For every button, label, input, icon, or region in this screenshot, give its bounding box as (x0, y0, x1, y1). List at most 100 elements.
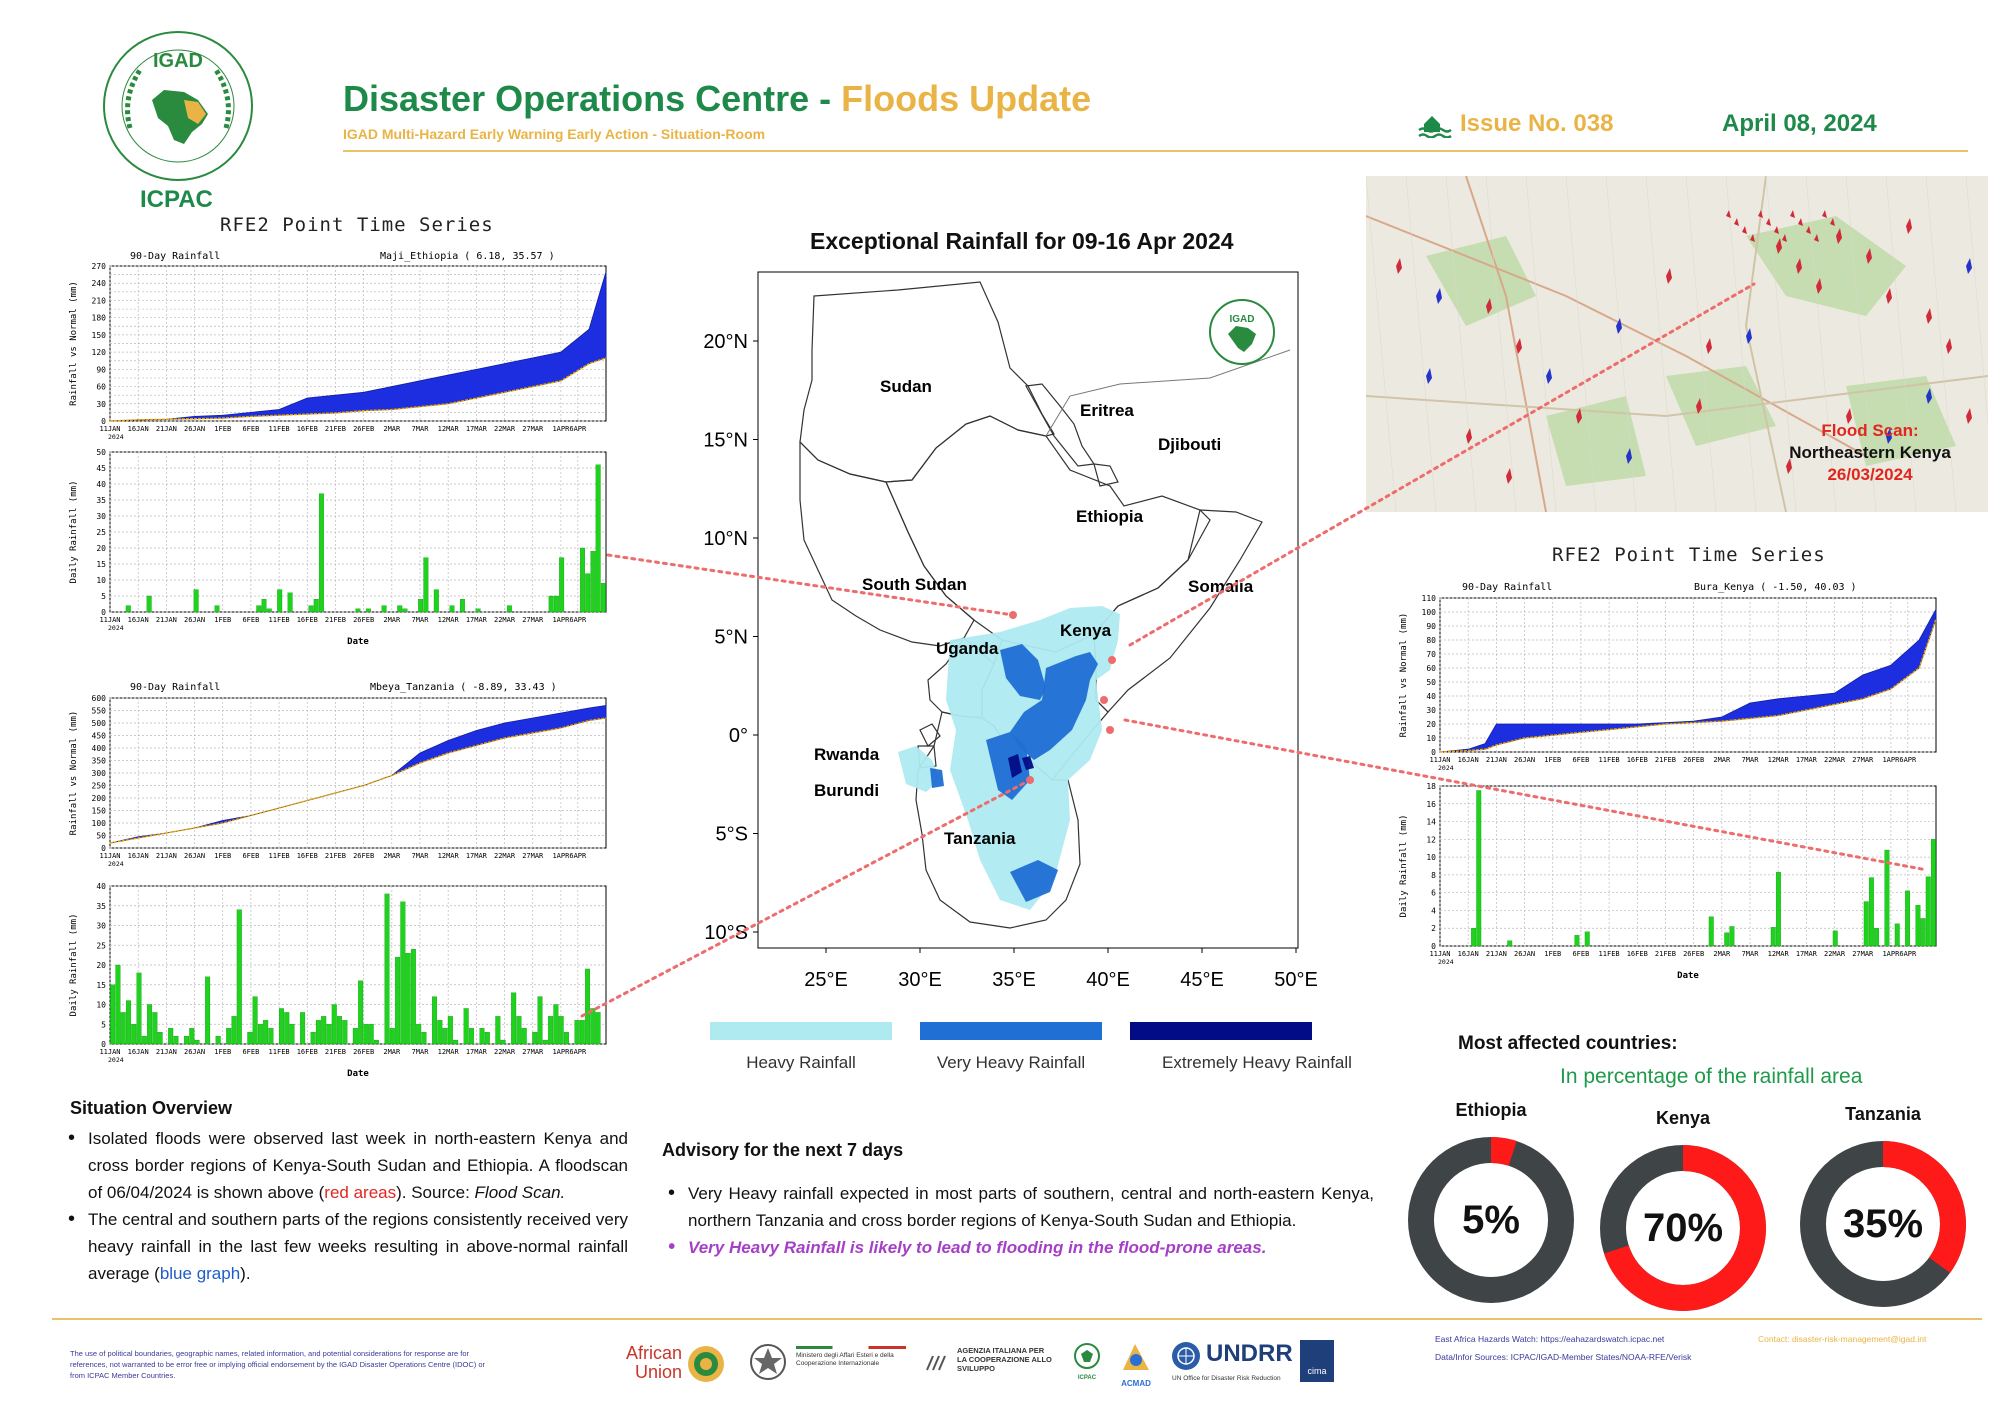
donut-fill (1408, 1137, 1574, 1303)
issue-date: April 08, 2024 (1722, 110, 1877, 137)
y-tick-label: 15 (96, 981, 106, 990)
x-tick-label: 1APR (552, 425, 570, 433)
bar (152, 1012, 158, 1045)
y-axis-label: Rainfall vs Normal (mm) (1399, 613, 1409, 738)
flood-scan-title: Flood Scan: (1821, 421, 1919, 440)
legend-label: Extremely Heavy Rainfall (1162, 1053, 1352, 1072)
x-tick-label: 17MAR (466, 616, 488, 624)
y-tick-label: 0 (101, 608, 106, 617)
x-tick-label: 6FEB (1572, 950, 1589, 958)
bar (146, 595, 152, 613)
lat-label: 5°S (716, 824, 748, 846)
bar (495, 1016, 501, 1045)
x-tick-label: 27MAR (1852, 950, 1874, 958)
bar (437, 1020, 443, 1045)
y-tick-label: 0 (101, 1040, 106, 1049)
y-tick-label: 350 (92, 757, 107, 766)
bar (410, 949, 416, 1045)
x-tick-label: 7MAR (412, 1048, 430, 1056)
right-charts: 90-Day Rainfall Bura_Kenya ( -1.50, 40.03… (1399, 582, 1937, 981)
bar (590, 551, 596, 613)
x-tick-label: 11FEB (1599, 950, 1620, 958)
left-panel-title: RFE2 Point Time Series (220, 214, 494, 236)
x-tick-label: 21FEB (1655, 950, 1676, 958)
scan-texture (1805, 176, 1837, 512)
bar (1471, 928, 1477, 947)
situation-item-1: Isolated floods were observed last week … (62, 1125, 628, 1206)
hazards-watch-link[interactable]: East Africa Hazards Watch: https://eahaz… (1435, 1334, 1665, 1344)
y-tick-label: 6 (1431, 889, 1436, 898)
bar (115, 964, 121, 1045)
x-tick-label: 22MAR (494, 852, 516, 860)
bar (553, 595, 559, 613)
flood-fleck (1786, 458, 1792, 474)
x-tick-label: 26JAN (184, 616, 205, 624)
bar (136, 972, 142, 1045)
issue-number: Issue No. 038 (1460, 110, 1614, 137)
donut-percent: 70% (1643, 1206, 1723, 1250)
scan-texture (1765, 176, 1797, 512)
y-tick-label: 50 (96, 832, 106, 841)
chart-location: Bura_Kenya ( -1.50, 40.03 ) (1694, 582, 1857, 593)
y-axis-label: Daily Rainfall (mm) (69, 481, 79, 584)
bar (252, 996, 258, 1045)
x-tick-label: 22MAR (494, 425, 516, 433)
bar (279, 1008, 284, 1045)
bar (289, 1024, 295, 1045)
bar (381, 605, 387, 613)
y-tick-label: 2 (1431, 924, 1436, 933)
situation-item-2: The central and southern parts of the re… (62, 1206, 628, 1287)
rainfall-map: 20°N 15°N 10°N 5°N 0° 5°S 10°S 25°E 30°E 35°E 40°E… (703, 271, 1352, 1072)
flood-fleck (1798, 218, 1803, 226)
x-tick-label: 11JAN (99, 616, 120, 624)
bar (141, 1035, 147, 1045)
x-tick-label: 17MAR (466, 425, 488, 433)
bar (125, 605, 131, 613)
lat-label: 15°N (703, 430, 748, 452)
bar (402, 608, 408, 613)
bar (516, 1016, 522, 1045)
bar (475, 608, 481, 613)
bar (1507, 940, 1513, 947)
flood-fleck (1750, 234, 1755, 242)
donut-country-label: Ethiopia (1455, 1100, 1527, 1120)
maji-cumulative-chart: 0 30 60 90 120 150 180 210 240 270 11JAN 16JAN 21JAN… (69, 262, 607, 441)
bar (173, 1035, 179, 1045)
x-tick-label: 6APR (1899, 756, 1917, 764)
y-tick-label: 20 (96, 544, 106, 553)
x-tick-label: 16JAN (128, 1048, 149, 1056)
y-axis-label: Rainfall vs Normal (mm) (69, 281, 79, 406)
x-tick-label: 21JAN (1486, 756, 1507, 764)
lon-label: 40°E (1086, 969, 1130, 991)
bar (500, 1039, 506, 1045)
chart-location: Mbeya_Tanzania ( -8.89, 33.43 ) (370, 682, 557, 693)
x-axis-label: Date (347, 637, 369, 647)
lon-label: 45°E (1180, 969, 1224, 991)
x-tick-label: 21FEB (325, 852, 346, 860)
x-tick-label: 6FEB (242, 852, 259, 860)
y-tick-label: 14 (1426, 818, 1436, 827)
bar (553, 1004, 559, 1045)
rainfall-area (1008, 754, 1022, 778)
bar (184, 1035, 189, 1045)
y-tick-label: 45 (96, 464, 106, 473)
bar (1574, 935, 1580, 947)
aics-text: AGENZIA ITALIANA PER LA COOPERAZIONE ALL… (957, 1346, 1052, 1373)
x-tick-label: 11FEB (269, 852, 290, 860)
cima-text: cima (1307, 1366, 1327, 1376)
lat-label: 10°S (704, 922, 748, 944)
bar (352, 1028, 358, 1045)
bar (1925, 876, 1931, 947)
rainfall-area (930, 768, 944, 788)
flood-fleck (1926, 388, 1932, 404)
acmad-logo: ACMAD (1114, 1340, 1158, 1388)
donut-country-label: Tanzania (1845, 1104, 1921, 1124)
y-axis-label: Daily Rainfall (mm) (1399, 815, 1409, 918)
x-tick-label: 26FEB (353, 852, 374, 860)
red-areas-highlight: red areas (324, 1183, 397, 1202)
flood-fleck (1906, 218, 1912, 234)
contact-link[interactable]: Contact: disaster-risk-management@igad.i… (1758, 1334, 1927, 1344)
x-tick-label: 1APR (1882, 756, 1900, 764)
bar (1832, 930, 1838, 947)
donut-kenya: Kenya 70% (1598, 1108, 1768, 1318)
